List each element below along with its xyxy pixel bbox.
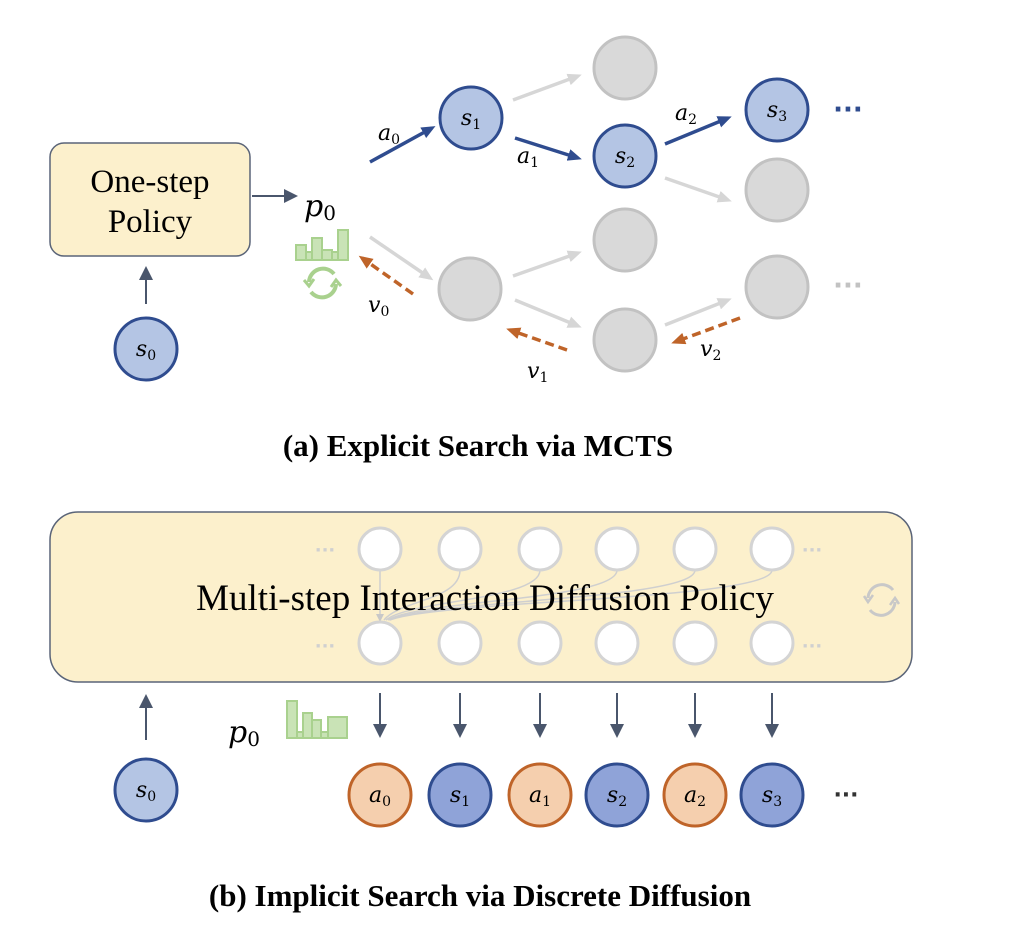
edge-gray [512,250,582,278]
svg-text:a0: a0 [369,783,391,810]
token-node [437,620,483,666]
svg-text:s1: s1 [461,106,481,133]
token-node [517,620,563,666]
value-backup-v2 [671,316,741,345]
token-node [672,620,718,666]
panel-b: ··· ··· ··· ··· Multi-step Interaction D… [49,511,913,913]
token-node [357,620,403,666]
panel-a: One-step Policy p0 s0 [49,35,863,463]
svg-text:s0: s0 [136,337,156,364]
value-backup-v1 [506,327,568,352]
sequence-node-a2: a2 [662,762,728,828]
edge-gray [664,176,732,203]
a0-label: a0 [378,121,400,148]
state-node-s0: s0 [113,316,179,382]
token-node [357,526,403,572]
ellipsis-sequence: ··· [833,783,858,808]
token-node [437,526,483,572]
edge-gray [514,298,582,328]
svg-text:s0: s0 [136,778,156,805]
policy-box-line2: Policy [108,204,193,240]
attention-curves [376,569,773,622]
latent-token-nodes [357,526,795,666]
edge-gray [664,298,732,327]
a1-label: a1 [517,144,539,171]
sequence-node-s1: s1 [427,762,493,828]
token-node [749,526,795,572]
svg-text:s3: s3 [767,98,787,125]
ellipsis-left-top: ··· [315,540,336,561]
caption-b: (b) Implicit Search via Discrete Diffusi… [209,878,751,913]
refresh-cycle-icon [302,266,343,300]
v0-label: v0 [368,293,389,320]
p0-label: p0 [228,715,260,751]
action-edge-a1 [514,136,582,161]
ellipsis-left-bottom: ··· [315,636,336,657]
svg-text:s2: s2 [615,144,635,171]
policy-box-line1: One-step [90,164,209,200]
sequence-node-s2: s2 [584,762,650,828]
svg-text:s2: s2 [607,783,627,810]
refresh-cycle-icon [862,583,901,617]
output-arrows [373,693,779,738]
state-node-s2: s2 [592,123,658,189]
svg-text:a2: a2 [684,783,706,810]
a2-label: a2 [675,101,697,128]
token-node [517,526,563,572]
edge-gray [512,73,582,102]
unexplored-nodes [437,35,810,373]
token-node [672,526,718,572]
unexplored-node [744,157,810,223]
edge-gray [369,235,434,281]
sequence-node-s0: s0 [113,757,179,823]
ellipsis-gray: ··· [833,271,863,301]
unexplored-node [744,254,810,320]
caption-a: (a) Explicit Search via MCTS [283,428,673,463]
v2-label: v2 [700,337,721,364]
svg-text:s3: s3 [762,783,782,810]
unexplored-node [592,307,658,373]
one-step-policy-box [49,142,251,257]
ellipsis-right-bottom: ··· [802,636,823,657]
state-node-s3: s3 [744,77,810,143]
ellipsis-right-top: ··· [802,540,823,561]
unexplored-node [592,207,658,273]
value-backup-v0 [358,255,415,296]
sequence-node-s3: s3 [739,762,805,828]
action-edge-a0 [369,126,436,164]
state-node-s1: s1 [438,85,504,151]
diffusion-policy-title: Multi-step Interaction Diffusion Policy [196,578,774,619]
token-node [749,620,795,666]
action-edge-a2 [664,116,732,146]
p0-label: p0 [304,189,336,225]
unexplored-node [592,35,658,101]
svg-text:a1: a1 [529,783,551,810]
token-node [594,620,640,666]
v1-label: v1 [527,359,548,386]
histogram-icon [286,700,348,739]
svg-text:s1: s1 [450,783,470,810]
unexplored-edges [369,73,732,328]
sequence-node-a1: a1 [507,762,573,828]
unexplored-node [437,256,503,322]
sequence-node-a0: a0 [347,762,413,828]
ellipsis-blue: ··· [833,95,863,125]
histogram-icon [295,229,349,261]
token-node [594,526,640,572]
